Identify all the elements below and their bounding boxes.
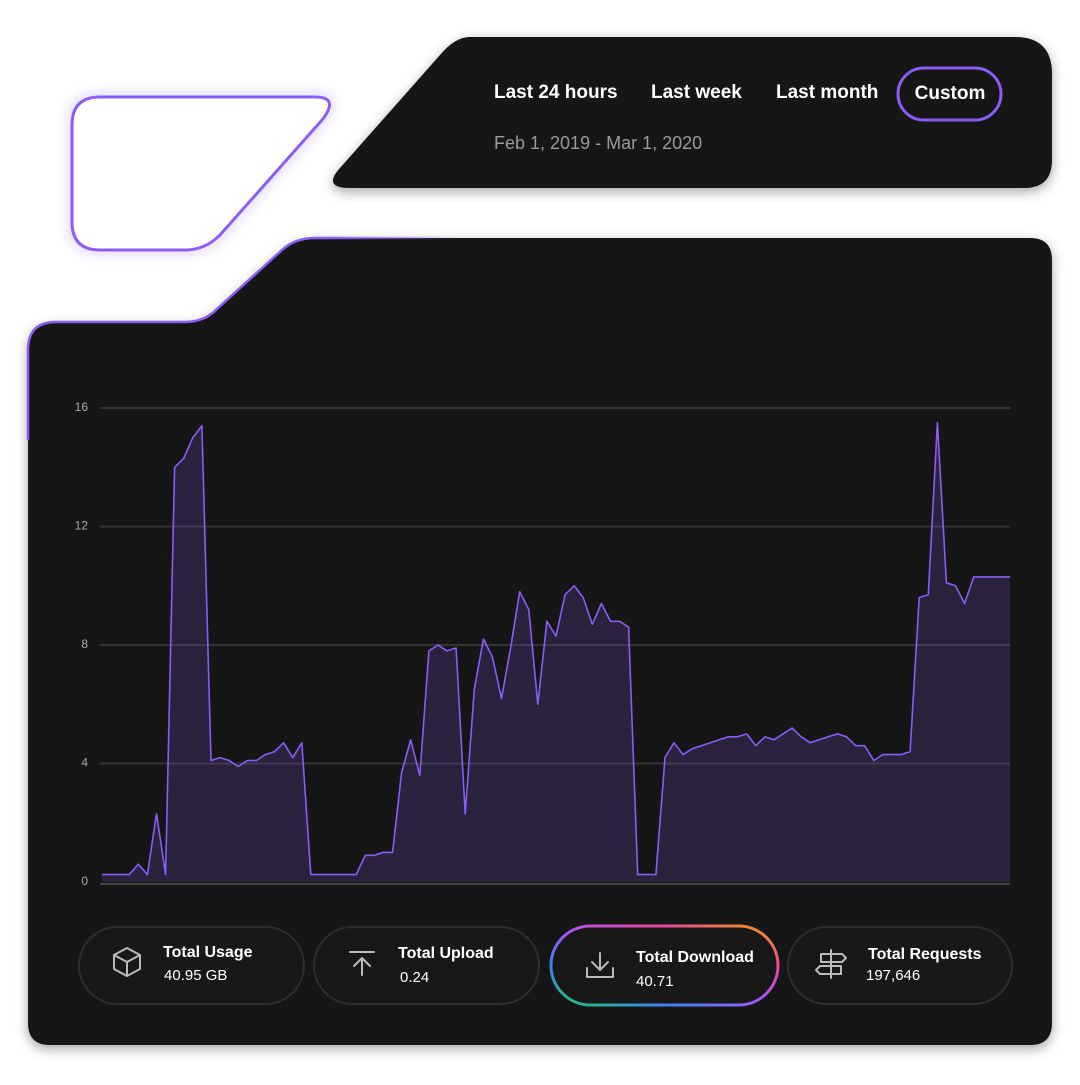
stat-value: 40.71: [636, 973, 674, 990]
filter-button[interactable]: Last month: [776, 82, 878, 103]
y-tick-label: 0: [81, 874, 88, 888]
plot: 0 4 8 12 16: [75, 400, 1010, 888]
chart-panel: [28, 238, 1052, 1045]
stat-label: Total Upload: [398, 945, 494, 962]
panel-edge: [26, 236, 460, 440]
stat-card[interactable]: [78, 926, 305, 1005]
stat-label: Total Usage: [163, 944, 253, 961]
active-pill[interactable]: [896, 66, 1003, 122]
area-fill: [102, 422, 1010, 882]
stat-value: 197,646: [866, 967, 920, 984]
line: [102, 422, 1010, 876]
filter-panel: [332, 37, 1052, 188]
y-tick-label: 8: [81, 637, 88, 651]
filter-button[interactable]: Custom: [915, 83, 986, 104]
filter-button[interactable]: Last 24 hours: [494, 82, 618, 103]
icon-box: [113, 947, 141, 977]
stat-label: Total Download: [636, 949, 754, 966]
stat-card[interactable]: [787, 926, 1013, 1005]
y-tick-label: 4: [81, 756, 88, 770]
decor-shape: [70, 95, 331, 252]
filter-button[interactable]: Last week: [651, 82, 742, 103]
icon-signpost: [815, 949, 847, 979]
icon-download: [586, 952, 614, 978]
stat-label: Total Requests: [868, 946, 982, 963]
date-range[interactable]: Feb 1, 2019 - Mar 1, 2020: [494, 133, 702, 153]
stat-value: 40.95 GB: [164, 967, 227, 984]
stat-value: 0.24: [400, 969, 429, 986]
y-tick-label: 12: [75, 519, 89, 533]
icon-upload: [349, 951, 375, 976]
stat-card-active[interactable]: [549, 924, 780, 1007]
stat-card[interactable]: [313, 926, 540, 1005]
y-tick-label: 16: [75, 400, 89, 414]
